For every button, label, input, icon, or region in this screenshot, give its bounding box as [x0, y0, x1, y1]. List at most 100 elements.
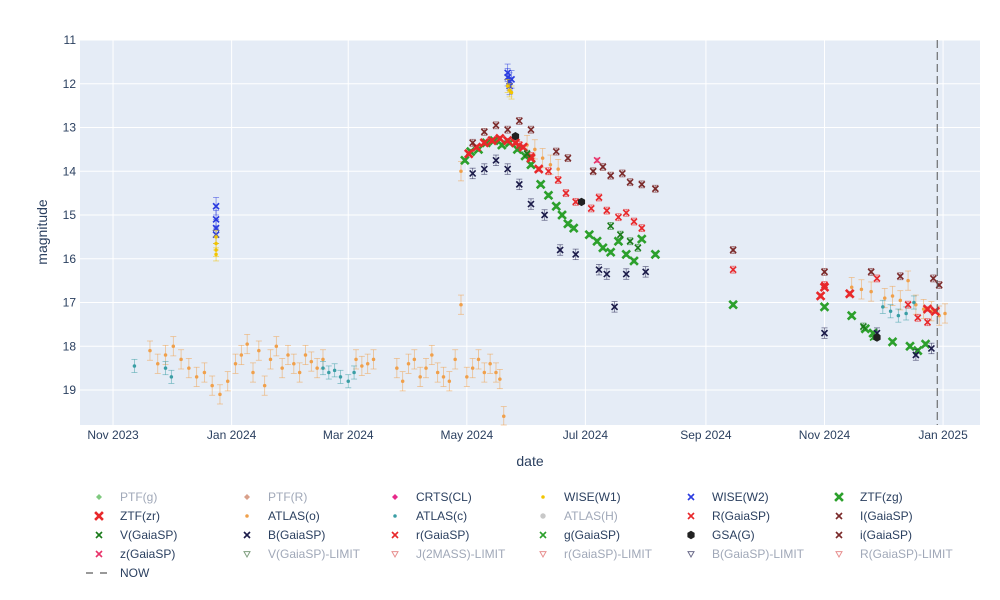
marker [470, 366, 475, 370]
legend-item[interactable]: ZTF(zr) [94, 509, 160, 523]
data-point [923, 318, 932, 327]
legend-item[interactable]: GSA(G) [687, 528, 755, 542]
data-point [927, 342, 935, 355]
legend-item[interactable]: PTF(g) [96, 490, 157, 504]
y-tick-label: 18 [63, 339, 77, 353]
marker [630, 217, 638, 226]
y-tick-label: 14 [63, 164, 77, 178]
marker [132, 364, 137, 368]
data-point [261, 375, 268, 396]
marker [887, 337, 898, 347]
legend-item[interactable]: B(GaiaSP)-LIMIT [687, 547, 805, 561]
marker [469, 169, 477, 178]
y-axis-title: magnitude [34, 199, 50, 265]
legend-item[interactable]: ATLAS(c) [393, 509, 467, 523]
legend-item[interactable]: ATLAS(H) [540, 509, 618, 523]
marker [636, 234, 647, 244]
marker [920, 339, 931, 349]
marker [214, 252, 218, 257]
marker [487, 135, 497, 146]
marker [568, 223, 579, 233]
data-point [417, 366, 424, 387]
data-point [284, 344, 291, 366]
data-point [314, 358, 321, 379]
marker [286, 353, 290, 357]
data-point [502, 135, 513, 146]
marker [626, 237, 634, 245]
marker [589, 167, 597, 175]
data-marks [131, 63, 949, 426]
legend-label: WISE(W2) [712, 490, 769, 504]
marker [912, 300, 916, 305]
legend-label: R(GaiaSP) [712, 509, 770, 523]
legend-item[interactable]: R(GaiaSP)-LIMIT [835, 547, 953, 561]
marker [492, 121, 500, 129]
data-point [492, 154, 500, 166]
legend-symbol [835, 512, 843, 520]
marker [480, 165, 488, 173]
legend-item[interactable]: R(GaiaSP) [687, 509, 770, 523]
data-point [255, 340, 262, 361]
marker [552, 147, 560, 156]
marker [212, 202, 220, 210]
data-point [475, 349, 482, 370]
legend-item[interactable]: NOW [86, 566, 150, 580]
data-point [920, 339, 931, 349]
legend-item[interactable]: B(GaiaSP) [243, 528, 325, 542]
data-point [873, 333, 881, 342]
marker [873, 274, 881, 283]
legend-item[interactable]: CRTS(CL) [392, 490, 472, 504]
data-point [651, 184, 659, 193]
marker [505, 84, 510, 88]
marker [929, 274, 937, 283]
legend-item[interactable]: r(GaiaSP)-LIMIT [539, 547, 653, 561]
legend-item[interactable]: g(GaiaSP) [539, 528, 620, 542]
legend-item[interactable]: V(GaiaSP)-LIMIT [243, 547, 361, 561]
data-point [331, 363, 338, 378]
marker [551, 201, 562, 212]
legend-item[interactable]: I(GaiaSP) [835, 509, 913, 523]
y-tick-label: 11 [64, 33, 77, 47]
marker [309, 359, 314, 364]
marker [904, 301, 912, 309]
data-point [922, 304, 933, 314]
legend-symbol [391, 531, 399, 539]
marker [494, 370, 498, 375]
data-point [446, 371, 453, 392]
data-point [460, 155, 470, 166]
marker [447, 379, 452, 383]
legend-item[interactable]: PTF(R) [244, 490, 307, 504]
legend-label: NOW [120, 566, 150, 580]
marker [523, 150, 531, 158]
marker [621, 249, 632, 260]
legend-item[interactable]: WISE(W2) [687, 490, 769, 504]
marker [849, 285, 854, 289]
data-point [621, 249, 632, 260]
marker [371, 357, 376, 362]
marker [556, 246, 564, 254]
legend-item[interactable]: ZTF(zg) [834, 490, 903, 504]
legend-item[interactable]: i(GaiaSP) [835, 528, 912, 542]
data-point [572, 248, 580, 261]
marker [543, 190, 554, 201]
data-point [201, 362, 208, 383]
data-point [508, 85, 515, 100]
marker [365, 362, 370, 366]
legend-item[interactable]: ATLAS(o) [245, 509, 320, 523]
marker [459, 169, 463, 173]
data-point [290, 353, 297, 374]
legend-item[interactable]: J(2MASS)-LIMIT [391, 547, 506, 561]
x-tick-label: Nov 2023 [87, 428, 139, 442]
legend-item[interactable]: z(GaiaSP) [95, 547, 175, 561]
data-point [599, 162, 607, 171]
data-point [887, 304, 894, 319]
data-point [325, 365, 332, 380]
legend-item[interactable]: r(GaiaSP) [391, 528, 469, 542]
legend-item[interactable]: WISE(W1) [541, 490, 621, 504]
data-point [146, 340, 153, 361]
data-point [185, 358, 192, 379]
legend-item[interactable]: V(GaiaSP) [95, 528, 177, 542]
data-point [881, 288, 888, 309]
legend-label: ZTF(zg) [860, 490, 903, 504]
data-point [212, 197, 220, 216]
